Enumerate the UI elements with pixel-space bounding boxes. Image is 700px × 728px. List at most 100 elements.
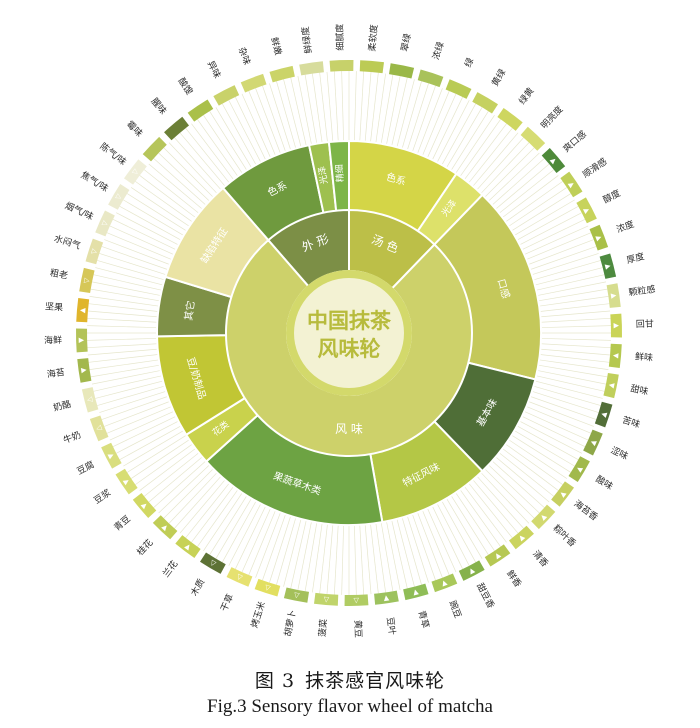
tier3-box-7 [497, 107, 523, 131]
tier3-box-39 [101, 442, 122, 469]
tier3-label-37: 青豆 [111, 513, 133, 534]
spoke-line [179, 132, 227, 189]
tier3-marker-20: ▲ [575, 464, 585, 473]
tier3-marker-48: ▽ [114, 192, 124, 201]
tier3-label-53: 异味 [205, 59, 224, 81]
tier3-box-30 [314, 592, 339, 606]
tier3-box-34 [199, 552, 226, 574]
spoke-line [421, 90, 450, 158]
tier3-box-10 [560, 171, 583, 198]
tier3-label-14: 颗粒感 [628, 283, 656, 299]
spoke-line [421, 508, 450, 576]
tier3-box-15 [610, 313, 622, 338]
tier3-box-38 [115, 468, 138, 495]
spoke-line [135, 181, 195, 224]
spoke-line [524, 405, 592, 434]
spoke-line [304, 74, 318, 146]
spoke-line [396, 79, 415, 150]
spoke-line [93, 374, 164, 392]
spoke-line [515, 205, 579, 242]
tier3-label-0: 鲜绿度 [299, 26, 315, 54]
tier3-box-16 [608, 343, 622, 368]
tier3-marker-44: ▲ [78, 307, 86, 314]
spoke-line [95, 267, 166, 286]
tier2-label-11: 其它 [182, 300, 198, 322]
tier3-box-44 [76, 298, 90, 323]
tier3-marker-17: ▲ [607, 381, 616, 388]
spoke-line [517, 212, 582, 247]
tier3-label-40: 牛奶 [61, 429, 82, 447]
tier3-box-18 [594, 401, 613, 428]
tier3-label-12: 浓度 [615, 218, 636, 236]
spoke-line [221, 103, 258, 167]
spoke-line [215, 496, 253, 559]
tier3-marker-22: ▲ [539, 512, 549, 522]
tier3-label-30: 菠菜 [316, 618, 329, 637]
tier3-marker-15: ▲ [612, 323, 620, 329]
tier3-label-42: 海苔 [46, 366, 66, 380]
tier3-label-3: 翠绿 [398, 33, 413, 53]
tier3-label-38: 豆浆 [91, 486, 113, 506]
spoke-line [341, 71, 345, 144]
spoke-line [532, 267, 603, 286]
spoke-line [538, 325, 611, 329]
center-title-line-1: 风味轮 [318, 337, 381, 361]
spoke-line [209, 110, 249, 173]
tier3-label-52: 酸馊 [176, 76, 195, 97]
spoke-line [248, 508, 277, 576]
tier3-label-25: 甜豆香 [474, 581, 497, 611]
spoke-line [106, 232, 174, 261]
tier3-box-5 [445, 79, 472, 99]
spoke-line [522, 225, 589, 256]
spoke-line [445, 107, 483, 170]
spoke-line [475, 474, 524, 529]
tier3-marker-41: ▽ [85, 396, 94, 404]
tier3-label-22: 粽叶香 [551, 522, 579, 549]
tier3-label-51: 腥味 [149, 95, 170, 117]
spoke-line [174, 137, 223, 192]
spoke-line [406, 513, 429, 583]
tier3-marker-19: ▲ [588, 438, 598, 447]
tier3-label-28: 豆叶 [384, 616, 397, 635]
spoke-line [537, 353, 610, 363]
tier3-label-19: 涩味 [609, 444, 630, 462]
tier3-marker-28: ▲ [383, 593, 390, 602]
spoke-line [269, 83, 292, 153]
figure-caption-zh: 图 3 抹茶感官风味轮 [0, 666, 700, 693]
spoke-line [333, 71, 339, 144]
tier3-marker-30: ▽ [323, 595, 330, 603]
tier3-label-20: 酸味 [594, 473, 616, 492]
tier3-marker-13: ▲ [604, 263, 613, 271]
spoke-line [528, 395, 597, 420]
spoke-line [126, 433, 189, 473]
tier3-box-1 [329, 60, 354, 72]
spoke-line [116, 212, 181, 247]
tier3-box-17 [603, 372, 619, 399]
tier3-box-52 [187, 99, 214, 122]
tier3-label-43: 海鲜 [44, 334, 62, 346]
spoke-line [276, 515, 297, 585]
spoke-line [369, 72, 379, 145]
tier2-label-2: 精细 [333, 164, 346, 183]
tier3-label-33: 干草 [218, 592, 236, 613]
spoke-line [228, 100, 263, 165]
tier3-box-29 [344, 594, 369, 607]
tier3-label-15: 回甘 [636, 318, 654, 330]
spoke-line [416, 510, 443, 578]
spoke-line [191, 484, 236, 543]
tier3-label-47: 烟气/味 [63, 199, 95, 222]
tier3-marker-45: ▽ [82, 277, 91, 284]
tier3-marker-16: ▲ [611, 352, 619, 359]
tier3-label-21: 海苔香 [572, 497, 601, 523]
spoke-line [88, 303, 161, 313]
spoke-line [426, 93, 457, 160]
tier3-marker-10: ▲ [567, 180, 577, 189]
tier3-box-36 [152, 515, 178, 540]
spoke-line [440, 103, 477, 167]
spoke-line [148, 455, 205, 503]
tier3-box-41 [81, 387, 99, 413]
tier3-box-50 [142, 136, 167, 162]
spoke-line [500, 446, 559, 491]
spoke-line [411, 85, 436, 154]
tier3-label-32: 烤玉米 [248, 600, 268, 629]
